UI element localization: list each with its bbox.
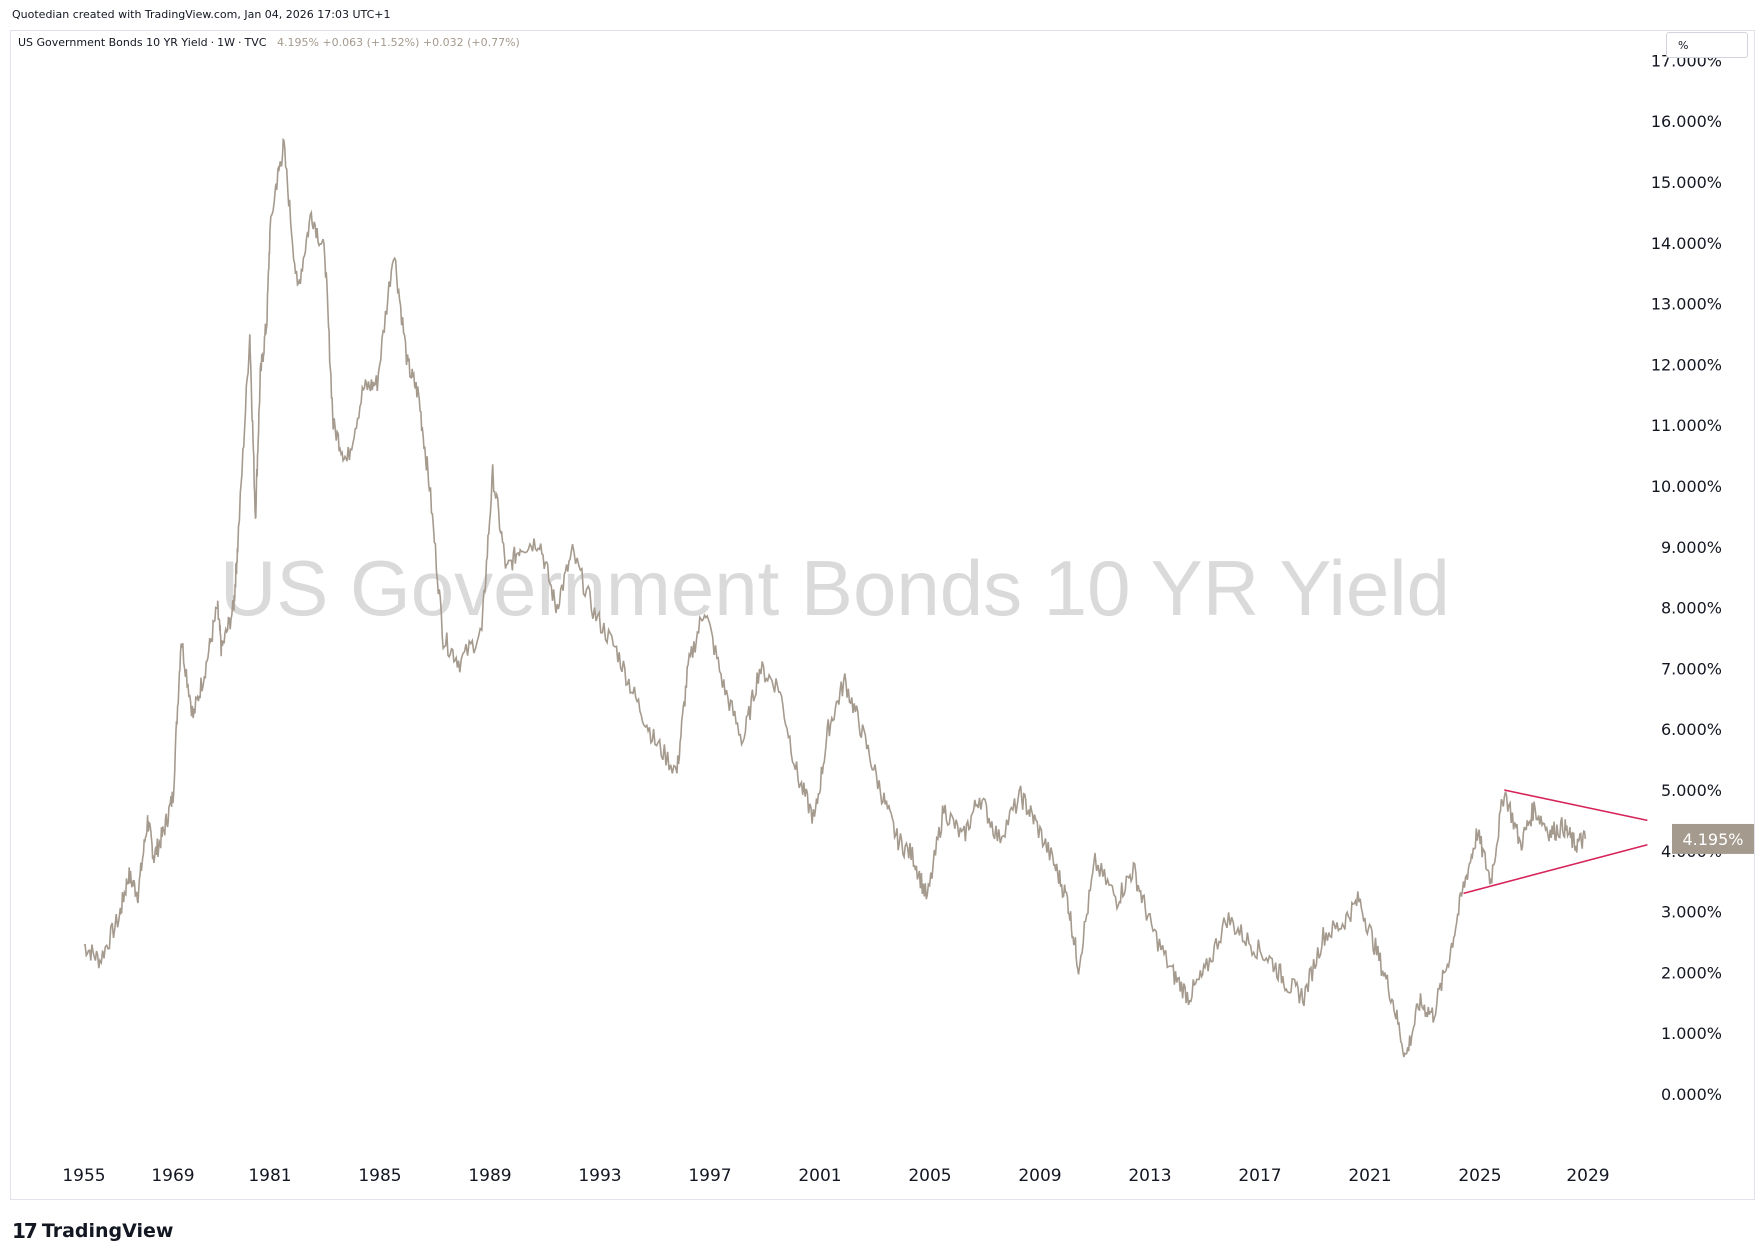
legend-change2: +0.032 (422, 36, 464, 49)
x-tick-label: 2005 (908, 1166, 951, 1186)
chart-frame (10, 30, 1755, 1200)
brand-name: TradingView (41, 1220, 174, 1242)
y-axis: 0.000%1.000%2.000%3.000%4.000%5.000%6.00… (1651, 51, 1722, 1104)
legend-change: +0.063 (322, 36, 364, 49)
price-badge-layer: 4.195% (1672, 823, 1754, 854)
y-tick-label: 0.000% (1661, 1085, 1722, 1104)
y-tick-label: 13.000% (1651, 295, 1722, 314)
triangle-upper-trendline[interactable] (1504, 789, 1648, 822)
x-tick-label: 1969 (151, 1166, 194, 1186)
y-tick-label: 8.000% (1661, 599, 1722, 618)
symbol-legend[interactable]: US Government Bonds 10 YR Yield · 1W · TVC 4… (18, 36, 520, 49)
price-badge-bg (1672, 823, 1754, 854)
tradingview-logo: 17 TradingView (12, 1219, 173, 1243)
x-tick-label: 1997 (688, 1166, 731, 1186)
y-tick-label: 12.000% (1651, 355, 1722, 374)
y-tick-label: 15.000% (1651, 173, 1722, 192)
y-tick-label: 1.000% (1661, 1024, 1722, 1043)
x-tick-label: 2017 (1238, 1166, 1281, 1186)
x-tick-label: 1955 (62, 1166, 105, 1186)
x-tick-label: 1989 (468, 1166, 511, 1186)
x-tick-label: 2009 (1018, 1166, 1061, 1186)
y-tick-label: 5.000% (1661, 781, 1722, 800)
y-tick-label: 2.000% (1661, 963, 1722, 982)
y-tick-label: 16.000% (1651, 112, 1722, 131)
annotation-layer (1463, 789, 1648, 895)
y-tick-label: 9.000% (1661, 538, 1722, 557)
x-axis: 1955 1969 1981 1985 1989 1993 1997 2001 2005 2009… (62, 1166, 1609, 1186)
chart-watermark: US Government Bonds 10 YR Yield (220, 544, 1450, 632)
x-tick-label: 2025 (1458, 1166, 1501, 1186)
legend-last: 4.195% (276, 36, 319, 49)
legend-interval: 1W (217, 36, 236, 49)
y-tick-label: 10.000% (1651, 477, 1722, 496)
y-tick-label: 3.000% (1661, 903, 1722, 922)
x-tick-label: 1985 (358, 1166, 401, 1186)
legend-change-pct: (+1.52%) (366, 36, 420, 49)
triangle-lower-trendline[interactable] (1463, 843, 1648, 895)
x-tick-label: 2013 (1128, 1166, 1171, 1186)
legend-source: TVC (244, 36, 267, 49)
x-tick-label: 1981 (248, 1166, 291, 1186)
series-layer (83, 137, 1587, 1058)
y-tick-label: 7.000% (1661, 659, 1722, 678)
tv-logo-icon: 17 (12, 1219, 38, 1243)
legend-symbol: US Government Bonds 10 YR Yield (18, 36, 208, 49)
x-tick-label: 2001 (798, 1166, 841, 1186)
legend-change2-pct: (+0.77%) (467, 36, 520, 49)
chart-caption: Quotedian created with TradingView.com, … (12, 8, 391, 21)
y-tick-label: 14.000% (1651, 234, 1722, 253)
y-tick-label: 6.000% (1661, 720, 1722, 739)
x-tick-label: 2021 (1348, 1166, 1391, 1186)
price-badge-label: 4.195% (1682, 830, 1743, 849)
y-tick-label: 11.000% (1651, 416, 1722, 435)
x-tick-label: 1993 (578, 1166, 621, 1186)
x-tick-label: 2029 (1566, 1166, 1609, 1186)
unit-toggle-button[interactable]: % (1666, 32, 1748, 58)
yield-series-line (83, 137, 1587, 1058)
